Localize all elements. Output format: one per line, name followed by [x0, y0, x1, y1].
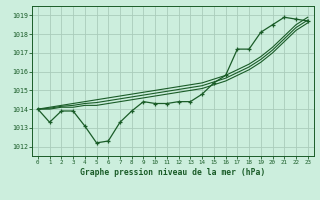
X-axis label: Graphe pression niveau de la mer (hPa): Graphe pression niveau de la mer (hPa)	[80, 168, 265, 177]
